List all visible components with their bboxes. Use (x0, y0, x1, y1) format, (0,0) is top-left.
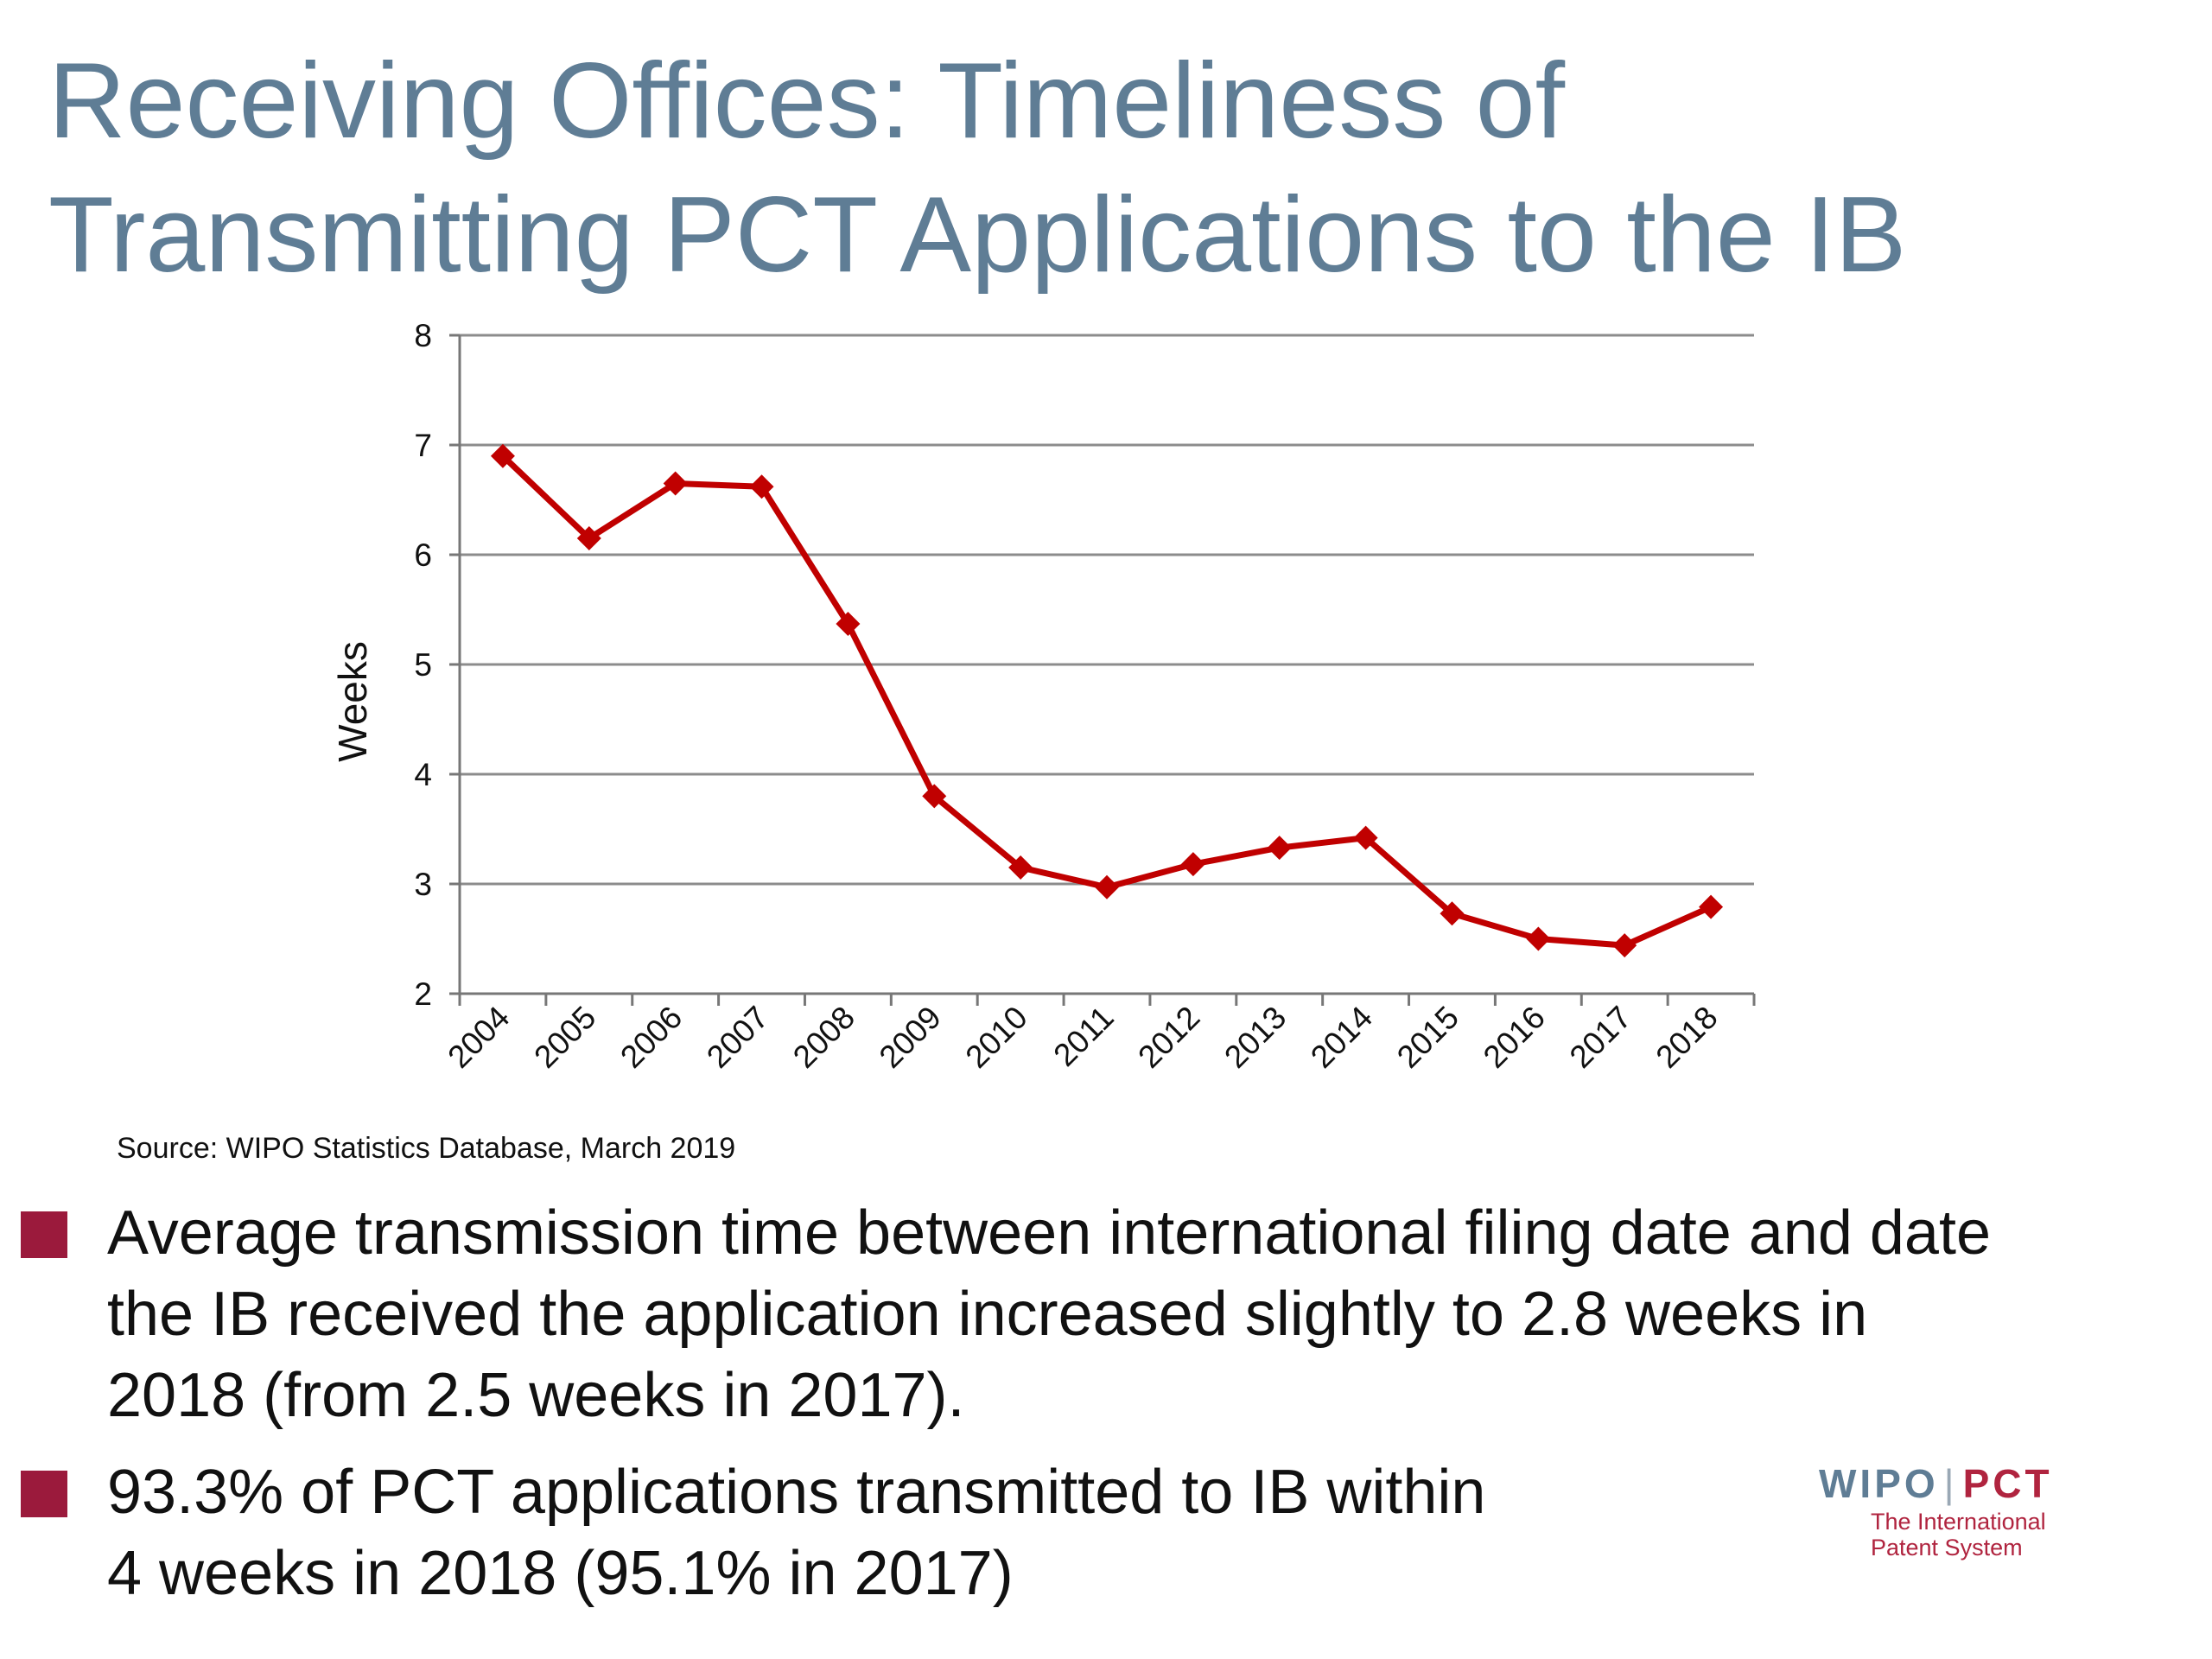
x-tick-label-2011: 2011 (1046, 1000, 1120, 1073)
logo-tagline: The International Patent System (1871, 1509, 2078, 1560)
bullet-text-1: Average transmission time between intern… (107, 1192, 2164, 1436)
gridlines (460, 334, 1754, 886)
x-tick-labels: 2004 2005 2006 2007 2008 2009 2010 2011 2012 2013… (441, 1000, 1724, 1075)
title-line-2: Transmitting PCT Applications to the IB (48, 175, 1907, 295)
line-chart: 2 3 4 5 6 7 8 2004 2005 2006 2007 2008 2009 2010 2011… (330, 318, 1756, 1075)
logo-pct-text: PCT (1962, 1461, 2053, 1506)
x-tick-label-2016: 2016 (1477, 1000, 1552, 1075)
bullet-1-line-1: Average transmission time between intern… (107, 1198, 1992, 1268)
y-tick-label: 7 (414, 428, 432, 463)
logo-separator: | (1943, 1461, 1958, 1506)
y-tick-label: 3 (414, 867, 432, 902)
y-tick-label: 2 (414, 976, 432, 1012)
x-tick-label-2010: 2010 (959, 1000, 1034, 1075)
x-tick-label-2006: 2006 (613, 1000, 689, 1075)
source-note: Source: WIPO Statistics Database, March … (117, 1132, 736, 1165)
x-tick-label-2017: 2017 (1563, 1000, 1638, 1075)
logo-wordmark: WIPO | PCT (1819, 1460, 2078, 1507)
y-tick-label: 5 (414, 647, 432, 683)
logo-tagline-line-2: Patent System (1871, 1535, 2023, 1560)
data-point-2013 (1267, 836, 1292, 861)
x-tick-label-2018: 2018 (1649, 1000, 1725, 1075)
data-point-2015 (1440, 901, 1465, 926)
series-weeks (490, 443, 1724, 958)
data-point-2018 (1699, 894, 1724, 919)
logo-wipo-text: WIPO (1819, 1461, 1939, 1506)
y-axis-title: Weeks (330, 641, 375, 762)
bullet-square-icon (21, 1471, 67, 1517)
y-tick-labels: 2 3 4 5 6 7 8 (414, 318, 432, 1012)
axes (449, 334, 1756, 1006)
bullet-1-line-3: 2018 (from 2.5 weeks in 2017). (107, 1361, 965, 1430)
data-point-2012 (1180, 852, 1205, 877)
bullet-item-2: 93.3% of PCT applications transmitted to… (21, 1452, 1628, 1614)
bullet-item-1: Average transmission time between intern… (21, 1192, 2164, 1436)
title-line-1: Receiving Offices: Timeliness of (48, 41, 1566, 161)
data-point-2014 (1353, 825, 1378, 850)
logo-tagline-line-1: The International (1871, 1509, 2046, 1535)
x-tick-label-2009: 2009 (873, 1000, 948, 1075)
data-point-2017 (1612, 933, 1637, 958)
data-point-2011 (1095, 874, 1119, 899)
x-tick-label-2013: 2013 (1217, 1000, 1293, 1075)
data-point-2016 (1526, 926, 1551, 951)
x-tick-label-2004: 2004 (441, 1000, 516, 1075)
data-point-2004 (490, 443, 515, 468)
bullet-square-icon (21, 1211, 67, 1258)
x-tick-label-2014: 2014 (1304, 1000, 1379, 1075)
bullet-text-2: 93.3% of PCT applications transmitted to… (107, 1452, 1628, 1614)
y-tick-label: 6 (414, 537, 432, 573)
data-point-2009 (922, 784, 947, 809)
data-point-2006 (663, 471, 688, 496)
y-tick-label: 4 (414, 757, 432, 792)
y-tick-label: 8 (414, 318, 432, 353)
x-tick-label-2008: 2008 (786, 1000, 861, 1075)
x-tick-label-2012: 2012 (1131, 1000, 1206, 1075)
data-point-2010 (1008, 855, 1033, 880)
series-line (500, 454, 1713, 949)
data-point-2005 (576, 525, 601, 550)
data-point-2007 (749, 474, 774, 499)
data-point-2008 (836, 612, 861, 637)
x-tick-label-2015: 2015 (1390, 1000, 1465, 1075)
wipo-pct-logo: WIPO | PCT The International Patent System (1819, 1460, 2078, 1560)
bullet-1-line-2: the IB received the application increase… (107, 1280, 1868, 1349)
x-tick-label-2005: 2005 (527, 1000, 602, 1075)
bullet-2-line-2: 4 weeks in 2018 (95.1% in 2017) (107, 1539, 1014, 1608)
x-tick-label-2007: 2007 (700, 1000, 775, 1075)
bullet-2-line-1: 93.3% of PCT applications transmitted to… (107, 1458, 1486, 1527)
slide-title: Receiving Offices: Timeliness of Transmi… (48, 35, 2157, 302)
